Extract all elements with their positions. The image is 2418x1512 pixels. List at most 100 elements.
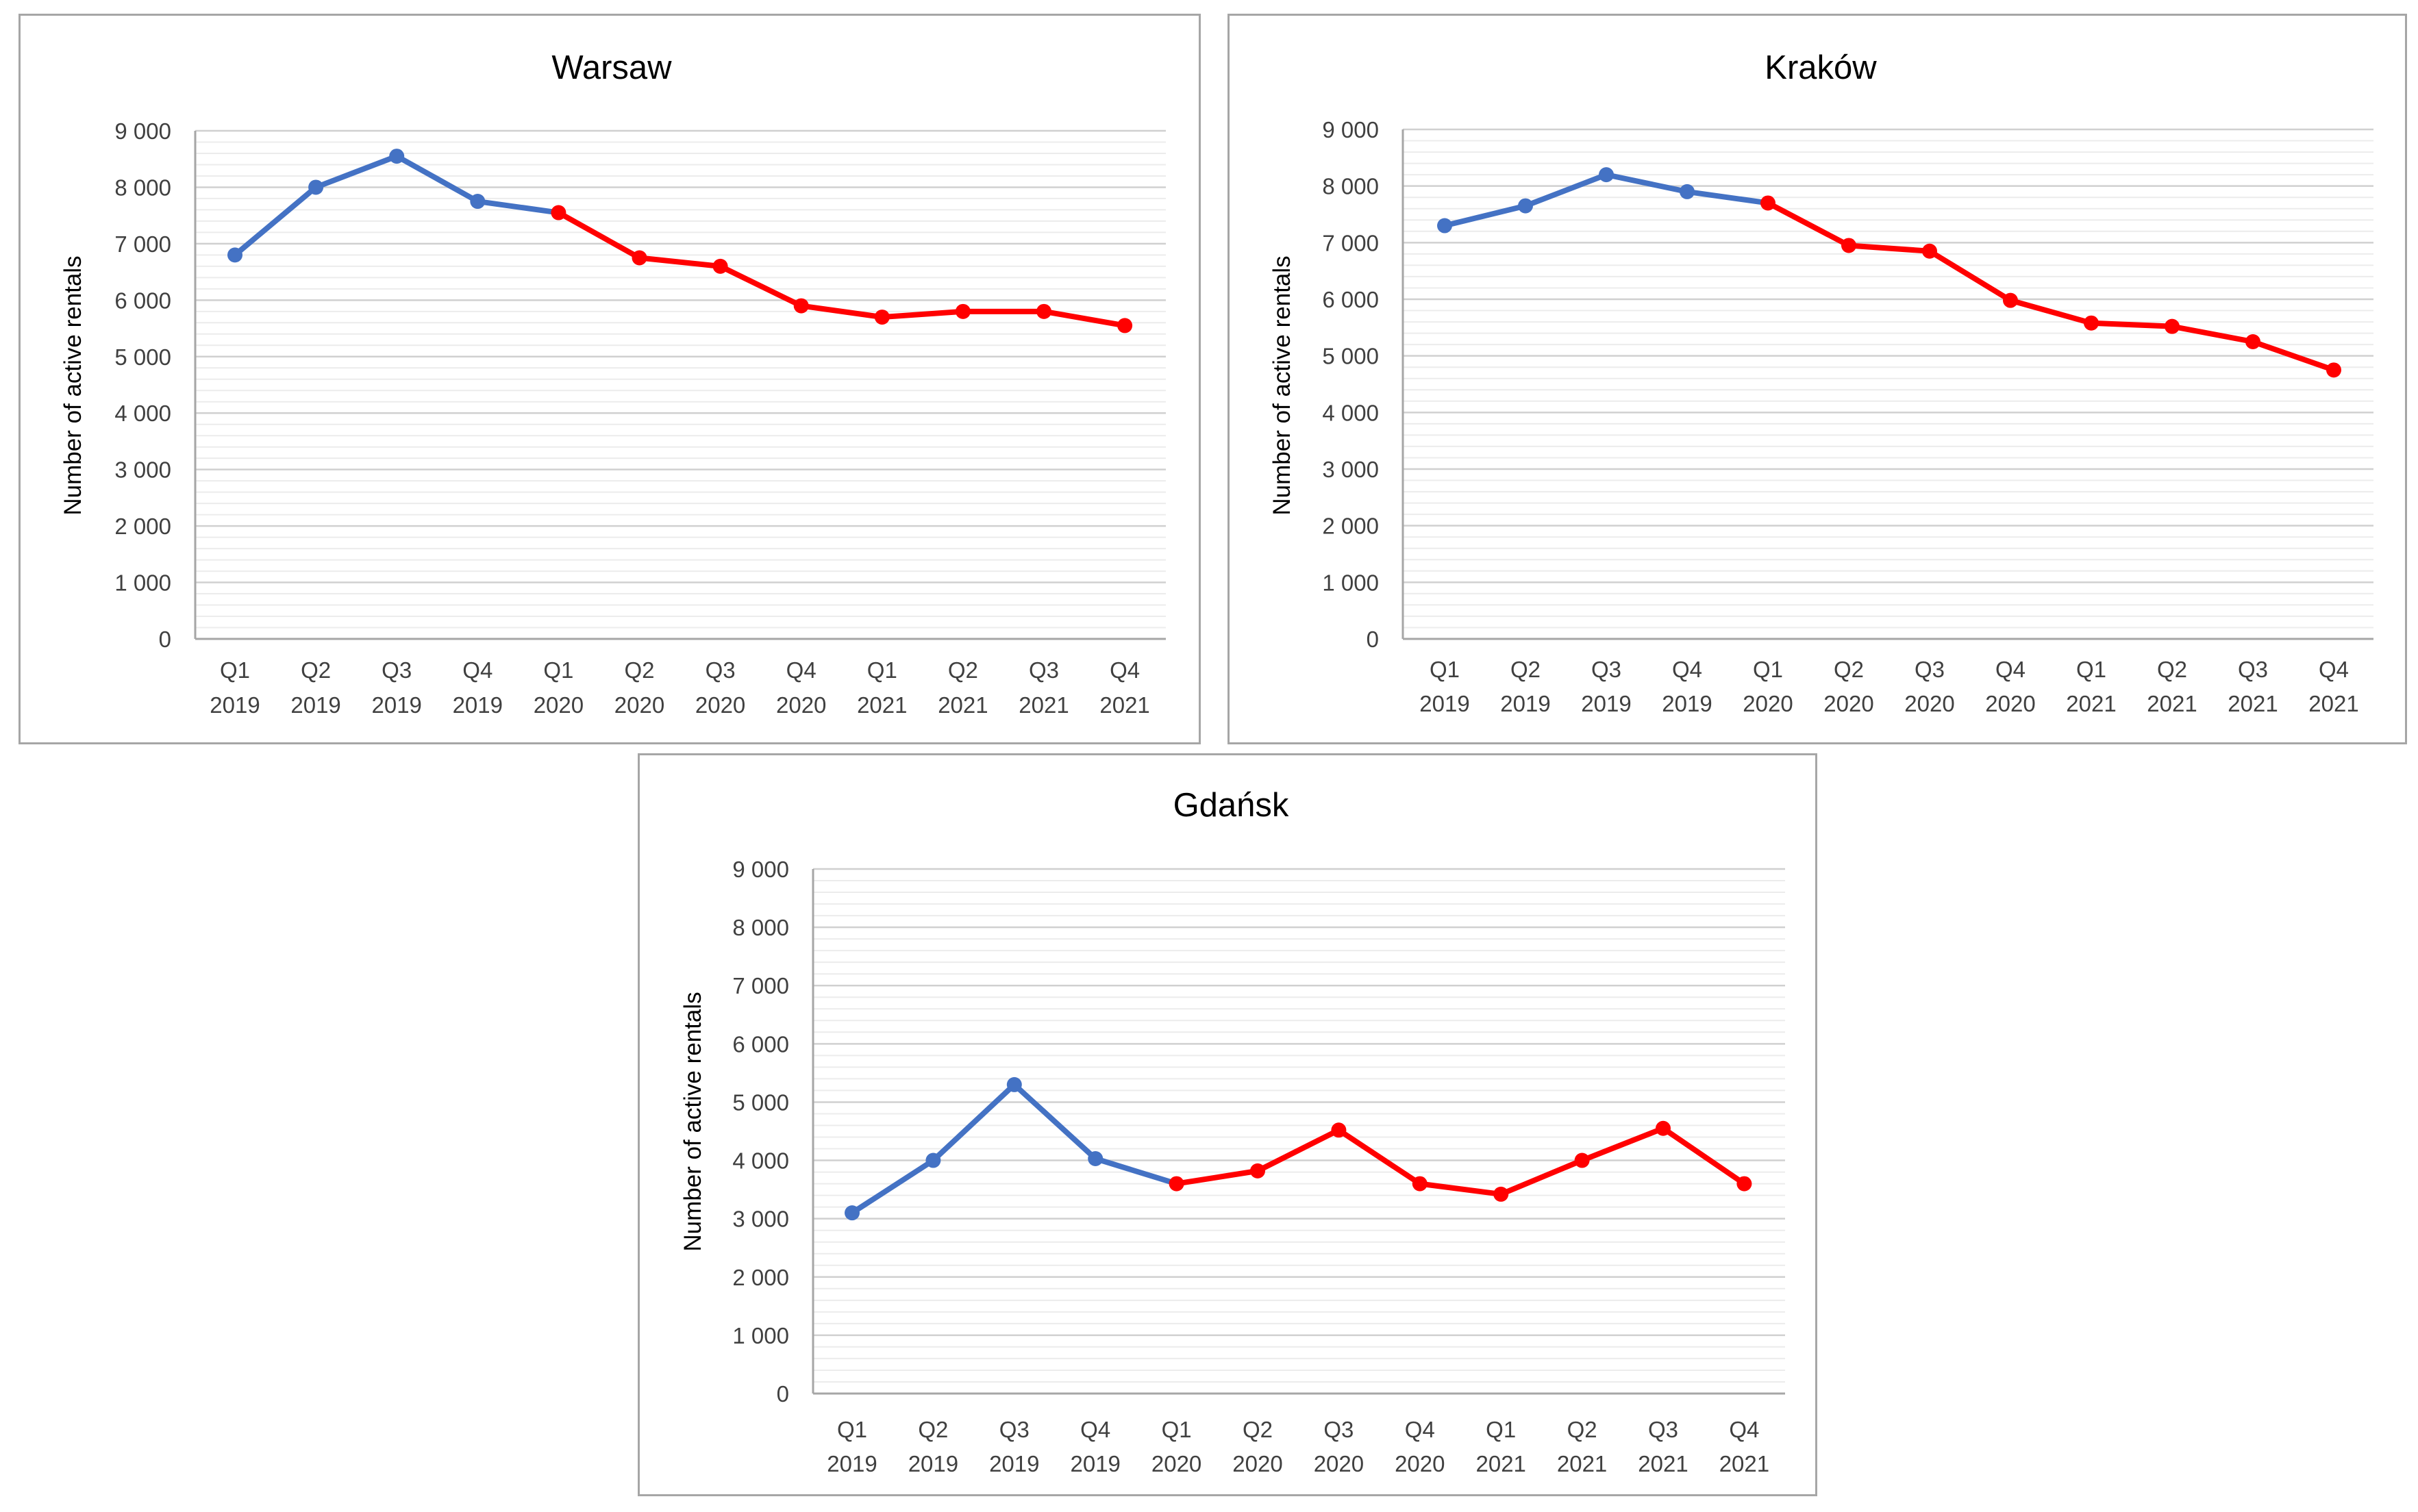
x-tick-label-quarter: Q1 — [1486, 1417, 1516, 1442]
x-tick-label-quarter: Q2 — [1567, 1417, 1597, 1442]
y-tick-label: 7 000 — [1322, 230, 1379, 255]
x-tick-label-year: 2021 — [1719, 1451, 1769, 1476]
data-point — [1250, 1163, 1265, 1179]
data-point — [712, 258, 728, 274]
x-tick-label-year: 2019 — [1581, 691, 1631, 716]
x-tick-label-year: 2020 — [776, 692, 826, 718]
data-point — [2245, 334, 2260, 349]
data-point — [1493, 1186, 1509, 1202]
gridlines — [813, 868, 1785, 1383]
chart-panel-warsaw: Warsaw 0 1 000 2 000 3 000 4 000 5 000 6 000 7 0… — [18, 14, 1201, 744]
data-point — [2003, 292, 2018, 308]
x-tick-label-quarter: Q1 — [867, 657, 897, 683]
x-tick-label-quarter: Q4 — [1080, 1417, 1110, 1442]
y-tick-label: 9 000 — [732, 857, 789, 882]
x-tick-label-quarter: Q1 — [837, 1417, 867, 1442]
data-point — [389, 149, 405, 164]
data-point — [1437, 218, 1452, 234]
x-tick-label-quarter: Q3 — [1591, 657, 1621, 682]
data-point — [2084, 315, 2099, 331]
line-chart-gdansk: Gdańsk 0 1 000 2 000 3 000 4 000 5 000 6 000 7 0… — [680, 787, 1785, 1476]
x-tick-label-year: 2019 — [1662, 691, 1712, 716]
data-point — [1088, 1151, 1104, 1167]
chart-title: Warsaw — [551, 49, 672, 86]
x-tick-label-year: 2019 — [1070, 1451, 1120, 1476]
x-tick-label-quarter: Q2 — [301, 657, 331, 683]
chart-panel-krakow: Kraków 0 1 000 2 000 3 000 4 000 5 000 6 000 7 0… — [1227, 14, 2407, 744]
data-point — [1841, 238, 1856, 253]
x-tick-label-quarter: Q4 — [462, 657, 493, 683]
x-tick-label-quarter: Q4 — [1995, 657, 2026, 682]
x-tick-label-quarter: Q2 — [624, 657, 654, 683]
data-point — [470, 194, 486, 210]
gridlines — [195, 129, 1166, 629]
x-tick-label-quarter: Q2 — [1510, 657, 1541, 682]
data-point — [1331, 1122, 1347, 1138]
x-tick-label-year: 2020 — [1314, 1451, 1364, 1476]
y-tick-label: 6 000 — [114, 288, 171, 313]
x-tick-label-quarter: Q1 — [1753, 657, 1783, 682]
y-tick-label: 6 000 — [1322, 287, 1379, 312]
data-point — [308, 179, 324, 195]
x-tick-label-quarter: Q1 — [1162, 1417, 1192, 1442]
x-tick-label-year: 2019 — [989, 1451, 1039, 1476]
x-tick-label-quarter: Q3 — [382, 657, 412, 683]
x-tick-label-quarter: Q1 — [2076, 657, 2106, 682]
y-tick-label: 3 000 — [1322, 457, 1379, 482]
y-axis-title: Number of active rentals — [1269, 255, 1295, 515]
x-tick-label-year: 2021 — [938, 692, 988, 718]
x-tick-label-quarter: Q4 — [2319, 657, 2349, 682]
y-tick-label: 1 000 — [114, 570, 171, 596]
y-tick-label: 9 000 — [1322, 117, 1379, 142]
x-tick-label-year: 2020 — [1151, 1451, 1201, 1476]
x-tick-label-quarter: Q4 — [1729, 1417, 1759, 1442]
y-tick-label: 8 000 — [1322, 174, 1379, 199]
chart-title: Gdańsk — [1173, 787, 1289, 824]
y-tick-label: 2 000 — [1322, 514, 1379, 539]
x-tick-label-year: 2019 — [827, 1451, 877, 1476]
x-tick-label-quarter: Q1 — [220, 657, 250, 683]
x-tick-label-quarter: Q1 — [1430, 657, 1460, 682]
data-point — [2165, 318, 2180, 334]
x-tick-label-year: 2021 — [1475, 1451, 1525, 1476]
x-tick-label-year: 2020 — [534, 692, 584, 718]
y-tick-label: 7 000 — [732, 973, 789, 998]
x-tick-label-year: 2019 — [453, 692, 503, 718]
data-point — [1117, 318, 1133, 333]
chart-title: Kraków — [1765, 49, 1877, 86]
y-tick-label: 3 000 — [732, 1207, 789, 1232]
series-line-2020-2021 — [1173, 1125, 1747, 1197]
x-tick-label-quarter: Q2 — [918, 1417, 948, 1442]
x-tick-label-quarter: Q3 — [1648, 1417, 1678, 1442]
data-point — [632, 250, 647, 266]
x-tick-label-year: 2021 — [1099, 692, 1149, 718]
x-tick-label-year: 2020 — [614, 692, 664, 718]
data-point — [925, 1152, 941, 1168]
x-tick-label-year: 2020 — [1823, 691, 1873, 716]
y-tick-label: 8 000 — [732, 915, 789, 940]
y-tick-label: 4 000 — [1322, 400, 1379, 425]
data-point — [551, 205, 566, 220]
x-tick-label-quarter: Q2 — [1834, 657, 1864, 682]
y-tick-label: 2 000 — [732, 1265, 789, 1290]
data-point — [793, 298, 809, 314]
x-tick-label-quarter: Q3 — [1915, 657, 1945, 682]
y-tick-label: 5 000 — [1322, 344, 1379, 369]
x-tick-label-quarter: Q1 — [543, 657, 573, 683]
series-line-2020-2021 — [556, 210, 1128, 329]
y-tick-label: 6 000 — [732, 1031, 789, 1057]
x-tick-label-year: 2021 — [857, 692, 907, 718]
y-tick-label: 9 000 — [114, 118, 171, 144]
data-point — [1599, 167, 1614, 183]
y-tick-label: 0 — [159, 627, 171, 652]
data-point — [1006, 1076, 1022, 1092]
x-tick-label-quarter: Q2 — [1243, 1417, 1273, 1442]
y-tick-label: 0 — [1367, 627, 1379, 652]
data-point — [1169, 1176, 1184, 1192]
data-point — [1922, 243, 1937, 259]
x-tick-label-year: 2019 — [908, 1451, 958, 1476]
x-tick-label-year: 2021 — [2066, 691, 2116, 716]
y-axis-title: Number of active rentals — [60, 255, 86, 515]
x-tick-label-year: 2020 — [1232, 1451, 1282, 1476]
y-tick-label: 4 000 — [732, 1148, 789, 1174]
